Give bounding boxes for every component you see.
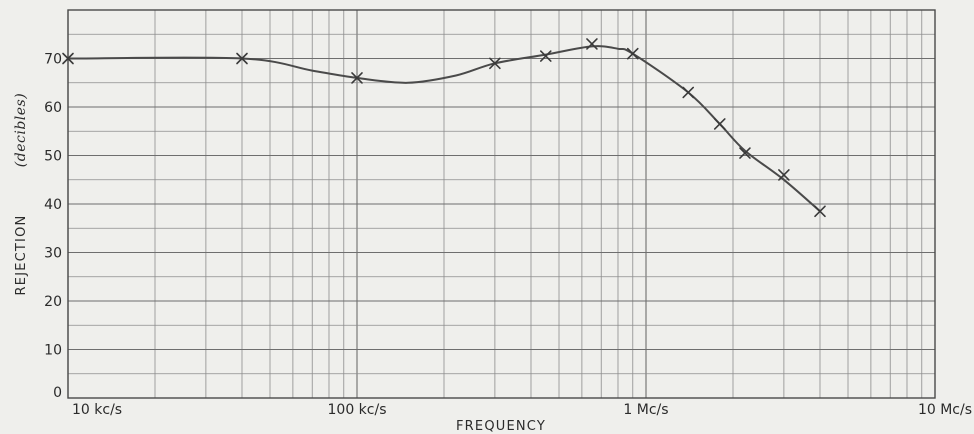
data-point [539, 50, 552, 62]
data-point [626, 47, 639, 60]
y-tick-label: 60 [44, 100, 62, 116]
x-tick-label: 10 kc/s [72, 402, 122, 418]
y-tick-label: 70 [44, 52, 62, 68]
y-axis-title-group: REJECTION (decibles) [13, 93, 29, 296]
data-point [778, 169, 790, 181]
y-tick-label: 50 [44, 149, 62, 165]
x-axis-title: FREQUENCY [456, 419, 546, 434]
y-tick-label: 30 [44, 246, 62, 262]
data-point [586, 38, 598, 50]
data-point [236, 52, 248, 65]
data-point [489, 57, 501, 70]
y-tick-label: 20 [44, 294, 62, 310]
measured-points [62, 38, 826, 218]
data-point [351, 72, 363, 84]
x-tick-label: 1 Mc/s [623, 402, 668, 418]
data-point [682, 86, 695, 99]
data-point [814, 205, 826, 218]
plot-frame [67, 9, 936, 399]
rejection-curve [67, 45, 821, 213]
y-tick-labels: 0 10 20 30 40 50 60 70 [44, 52, 62, 402]
grid [67, 9, 935, 399]
y-axis-unit: (decibles) [13, 93, 29, 167]
x-tick-labels: 10 kc/s 100 kc/s 1 Mc/s 10 Mc/s [72, 402, 972, 418]
y-tick-label: 10 [44, 343, 62, 359]
y-tick-label: 40 [44, 197, 62, 213]
x-tick-label: 10 Mc/s [918, 402, 972, 418]
y-axis-title: REJECTION [14, 215, 29, 296]
x-tick-label: 100 kc/s [328, 402, 387, 418]
data-point [62, 52, 74, 65]
data-point [713, 118, 726, 130]
y-tick-label: 0 [53, 385, 62, 401]
data-point [739, 147, 751, 159]
